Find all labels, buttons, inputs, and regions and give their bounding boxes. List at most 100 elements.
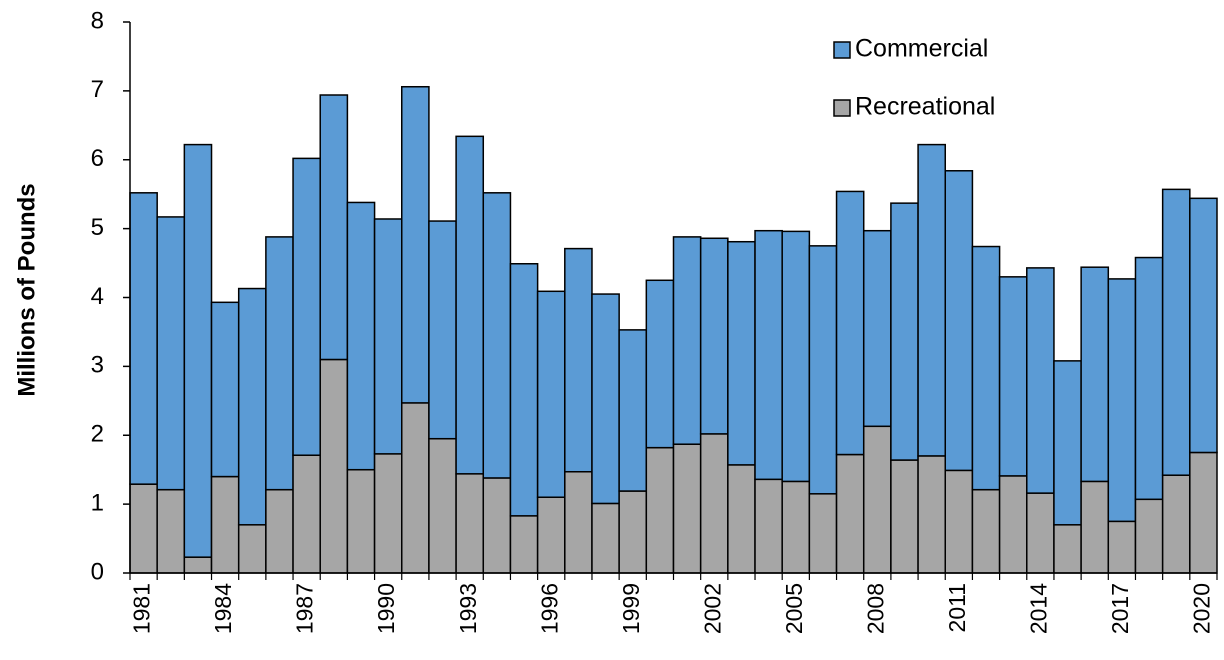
bar-segment [319,94,349,361]
x-tick-label: 1987 [292,583,318,634]
bar-segment [781,230,811,483]
bar-segment [482,477,512,574]
bar-segment [210,301,240,478]
y-axis-title: Millions of Pounds [13,183,40,396]
bar-segment [1080,480,1110,574]
bar-segment [564,471,593,574]
bar-segment [618,490,648,574]
bar-segment [183,143,213,558]
bar-segment [237,287,267,526]
bar-segment [917,455,947,574]
bar-segment [618,329,648,492]
x-tick-label: 2020 [1188,583,1214,634]
bar-segment [1053,360,1082,526]
bar-segment [237,524,267,574]
bar-segment [971,245,1001,491]
bar-segment [346,468,376,574]
bar-segment [754,229,783,481]
bar-segment [428,437,457,574]
bar-segment [319,358,349,574]
bar-segment [1134,256,1164,501]
y-tick-label: 4 [91,283,104,310]
bar-segment [455,473,485,574]
bar-segment [862,425,892,574]
bar-segment [835,453,865,574]
bar-segment [401,402,430,574]
bar-segment [1161,188,1191,476]
bar-segment [591,502,620,574]
bar-segment [781,480,811,574]
bar-segment [944,469,974,574]
bar-segment [890,459,919,574]
x-tick-label: 1999 [618,583,644,634]
bar-segment [156,488,186,574]
bar-segment [971,488,1001,574]
legend-label: Recreational [855,93,995,121]
x-tick-label: 1996 [536,583,562,634]
y-tick-label: 6 [91,145,104,172]
x-tick-label: 2002 [699,583,725,634]
bar-segment [1107,520,1137,574]
bar-segment [292,454,321,574]
bar-segment [1026,492,1055,574]
y-tick-label: 8 [91,7,104,34]
bar-segment [1026,267,1055,494]
bar-segment [536,496,566,574]
y-tick-label: 0 [91,558,104,585]
bar-segment [1161,474,1191,574]
bar-segment [1189,451,1218,574]
x-tick-label: 1981 [129,583,155,634]
bar-segment [183,556,213,574]
bar-segment [373,218,403,455]
bar-segment [509,515,539,574]
x-tick-label: 2005 [781,583,807,634]
bar-segment [699,237,729,435]
bar-segment [1189,197,1218,454]
bar-segment [727,464,756,574]
y-tick-label: 3 [91,352,104,379]
x-tick-label: 1984 [210,583,236,634]
bar-segment [699,433,729,574]
bar-segment [265,236,294,491]
bar-segment [401,85,430,404]
bar-segment [672,236,702,445]
bar-segment [672,443,702,574]
bar-segment [917,143,947,457]
bar-segment [536,290,566,498]
bar-segment [1080,266,1110,483]
bar-segment [591,293,620,505]
y-tick-label: 1 [91,489,104,516]
bar-segment [998,276,1028,477]
bar-segment [564,247,593,473]
legend-swatch [833,99,851,117]
bar-segment [292,157,321,456]
bar-segment [210,475,240,574]
x-tick-label: 2011 [944,583,970,632]
bar-segment [1053,524,1082,574]
bar-segment [129,192,158,485]
y-tick-label: 5 [91,214,104,241]
bar-segment [1134,498,1164,574]
bar-segment [645,446,675,574]
bar-segment [727,240,756,466]
bar-segment [808,493,838,574]
bar-segment [346,201,376,471]
bar-segment [944,170,974,472]
bar-segment [645,279,675,449]
y-tick-label: 2 [91,421,104,448]
legend-swatch [833,41,851,59]
bar-segment [862,229,892,428]
bar-segment [156,216,186,491]
x-tick-label: 2014 [1025,583,1051,634]
bar-segment [428,220,457,440]
bar-segment [482,192,512,479]
bar-segment [835,190,865,456]
x-tick-label: 1990 [373,583,399,634]
x-tick-label: 1993 [455,583,481,634]
legend-label: Commercial [855,35,988,63]
x-tick-label: 2008 [862,583,888,634]
bar-segment [129,483,158,574]
bar-segment [373,453,403,574]
bar-segment [455,135,485,475]
